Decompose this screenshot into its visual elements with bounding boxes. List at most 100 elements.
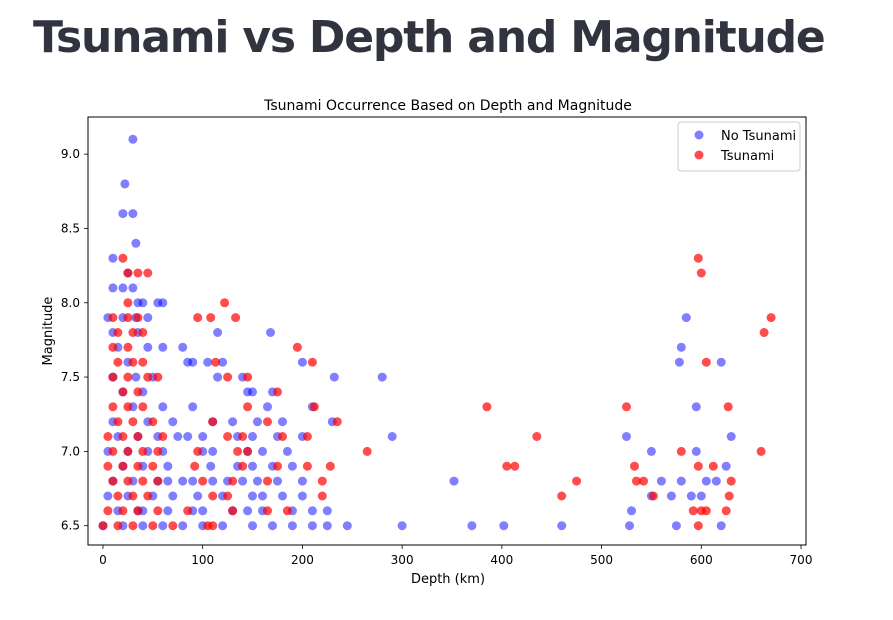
point-no-tsunami — [208, 446, 218, 456]
point-no-tsunami — [218, 521, 228, 531]
point-no-tsunami — [243, 506, 253, 516]
point-tsunami — [228, 476, 238, 486]
point-no-tsunami — [131, 238, 141, 248]
point-tsunami — [153, 476, 163, 486]
point-tsunami — [168, 521, 178, 531]
point-tsunami — [482, 402, 492, 412]
point-no-tsunami — [671, 521, 681, 531]
legend-marker-tsunami — [694, 150, 704, 160]
point-no-tsunami — [168, 417, 178, 427]
point-tsunami — [233, 446, 243, 456]
point-tsunami — [211, 357, 221, 367]
point-no-tsunami — [163, 461, 173, 471]
point-no-tsunami — [499, 521, 509, 531]
point-no-tsunami — [676, 476, 686, 486]
point-tsunami — [206, 313, 216, 323]
point-no-tsunami — [228, 417, 238, 427]
point-tsunami — [143, 268, 153, 278]
point-tsunami — [190, 461, 200, 471]
point-no-tsunami — [213, 372, 223, 382]
point-tsunami — [123, 313, 133, 323]
point-tsunami — [273, 461, 282, 471]
y-tick-label: 9.0 — [61, 147, 80, 161]
point-no-tsunami — [387, 432, 397, 441]
point-tsunami — [208, 417, 218, 427]
point-tsunami — [676, 446, 686, 456]
point-tsunami — [278, 432, 287, 441]
point-no-tsunami — [711, 476, 721, 486]
point-no-tsunami — [178, 342, 188, 352]
point-tsunami — [557, 491, 567, 501]
point-tsunami — [118, 253, 128, 263]
point-tsunami — [273, 387, 282, 397]
point-no-tsunami — [213, 328, 223, 337]
x-axis-ticks: 0 100 200 300 400 500 600 700 — [99, 545, 812, 567]
point-no-tsunami — [297, 491, 307, 501]
x-tick-label: 700 — [790, 553, 813, 567]
point-no-tsunami — [627, 506, 636, 516]
point-tsunami — [223, 491, 233, 501]
point-no-tsunami — [208, 476, 218, 486]
point-no-tsunami — [297, 357, 307, 367]
point-tsunami — [223, 432, 233, 441]
x-tick-label: 400 — [490, 553, 513, 567]
point-tsunami — [148, 461, 158, 471]
point-no-tsunami — [266, 328, 275, 337]
point-no-tsunami — [287, 521, 297, 531]
plot-frame — [87, 116, 807, 546]
point-no-tsunami — [188, 476, 198, 486]
point-no-tsunami — [218, 357, 228, 367]
point-no-tsunami — [322, 521, 332, 531]
point-tsunami — [693, 521, 703, 531]
x-tick-label: 600 — [690, 553, 713, 567]
point-tsunami — [123, 402, 133, 412]
x-tick-label: 500 — [590, 553, 613, 567]
point-no-tsunami — [158, 402, 168, 412]
point-no-tsunami — [206, 461, 216, 471]
point-tsunami — [723, 402, 733, 412]
point-tsunami — [128, 491, 138, 501]
x-tick-label: 0 — [99, 553, 107, 567]
point-no-tsunami — [131, 372, 141, 382]
point-no-tsunami — [676, 342, 686, 352]
point-tsunami — [243, 402, 253, 412]
point-tsunami — [332, 417, 342, 427]
point-tsunami — [572, 476, 582, 486]
point-no-tsunami — [128, 134, 138, 144]
point-no-tsunami — [278, 491, 287, 501]
x-axis-label: Depth (km) — [411, 572, 485, 587]
point-tsunami — [113, 328, 123, 337]
point-tsunami — [282, 506, 292, 516]
point-no-tsunami — [133, 298, 143, 308]
point-no-tsunami — [168, 491, 178, 501]
point-tsunami — [123, 476, 133, 486]
y-tick-label: 8.5 — [61, 221, 80, 235]
point-no-tsunami — [263, 402, 272, 412]
point-tsunami — [123, 298, 133, 308]
point-tsunami — [113, 491, 123, 501]
point-no-tsunami — [397, 521, 407, 531]
point-no-tsunami — [701, 476, 711, 486]
point-tsunami — [228, 506, 238, 516]
point-tsunami — [108, 402, 118, 412]
point-no-tsunami — [178, 476, 188, 486]
point-no-tsunami — [108, 283, 118, 293]
point-no-tsunami — [163, 506, 173, 516]
point-no-tsunami — [329, 372, 339, 382]
point-tsunami — [123, 342, 133, 352]
point-tsunami — [128, 357, 138, 367]
point-tsunami — [701, 506, 711, 516]
page-title: Tsunami vs Depth and Magnitude — [33, 12, 826, 63]
point-tsunami — [263, 417, 272, 427]
point-tsunami — [153, 372, 163, 382]
x-tick-label: 100 — [191, 553, 214, 567]
point-no-tsunami — [696, 491, 706, 501]
point-no-tsunami — [248, 461, 257, 471]
point-tsunami — [108, 313, 118, 323]
point-no-tsunami — [183, 432, 193, 441]
point-no-tsunami — [258, 446, 267, 456]
point-tsunami — [98, 521, 108, 531]
point-tsunami — [502, 461, 512, 471]
point-no-tsunami — [173, 432, 183, 441]
point-no-tsunami — [158, 521, 168, 531]
